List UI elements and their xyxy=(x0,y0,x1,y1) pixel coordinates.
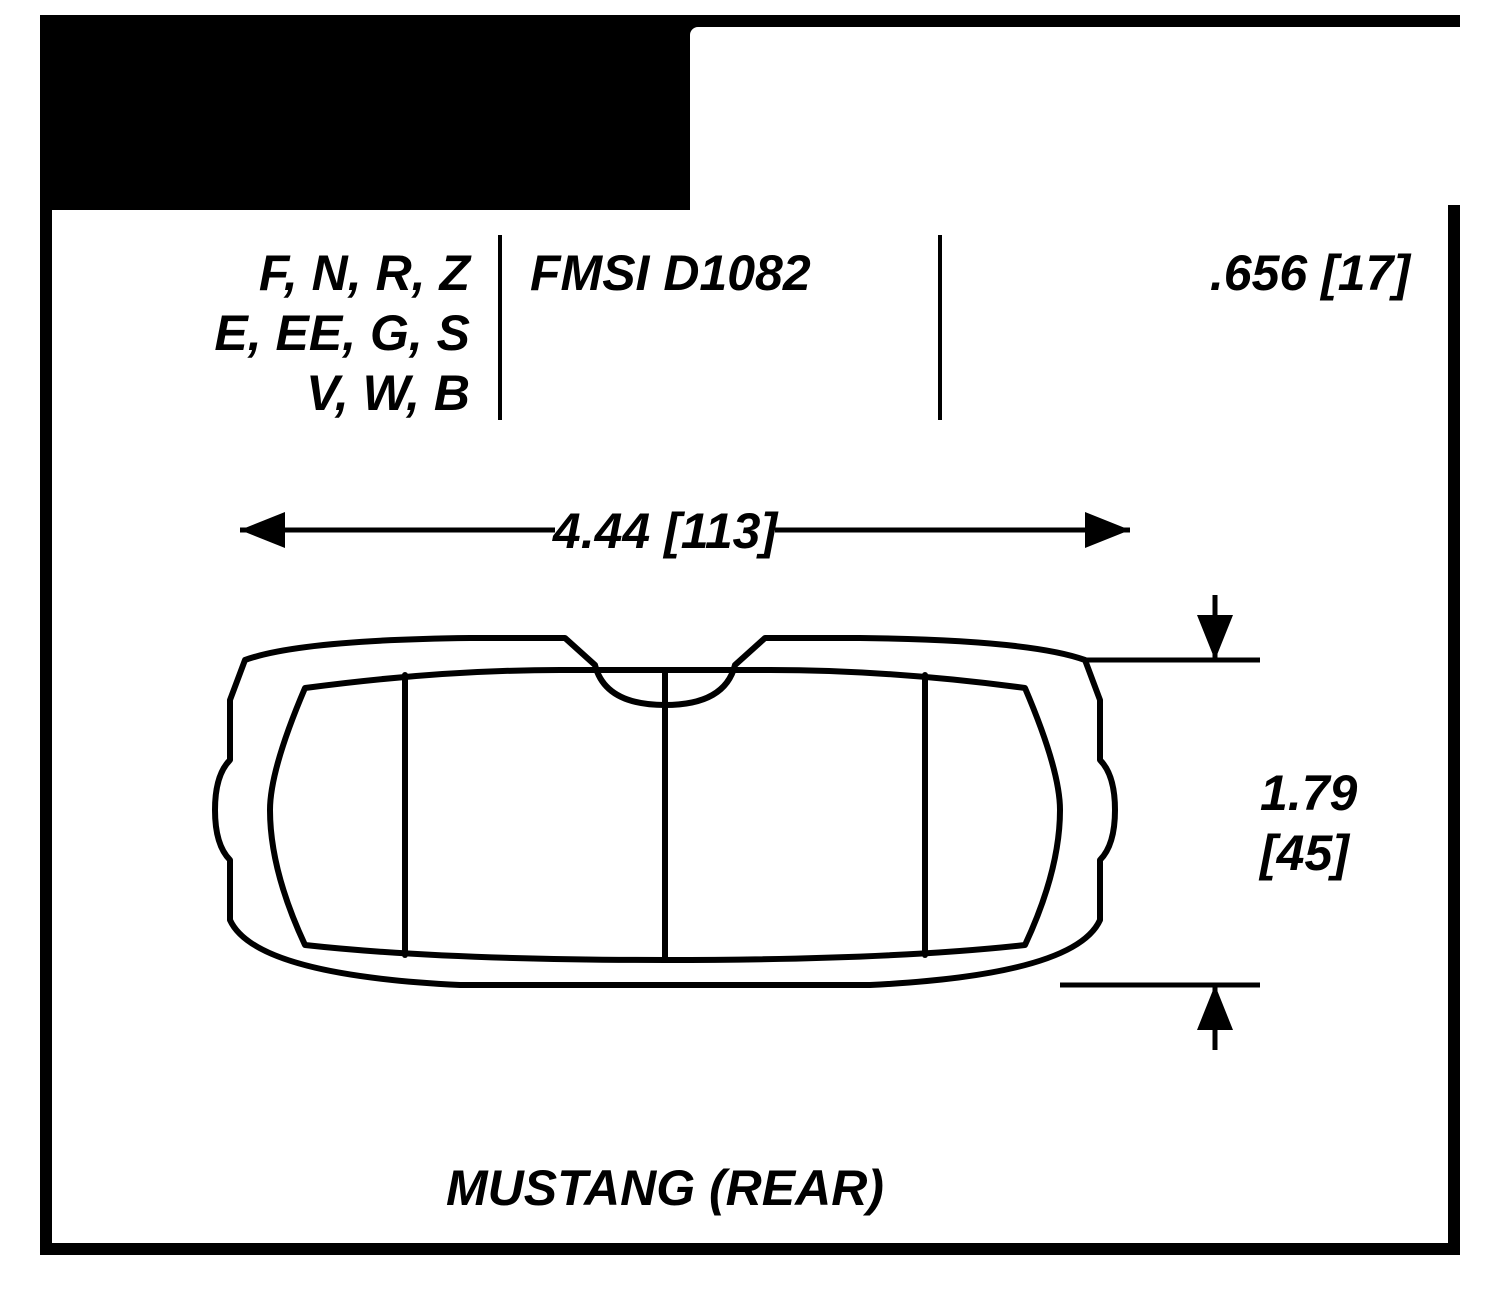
frame-left xyxy=(40,205,52,1255)
height-dimension: 1.79 [45] xyxy=(1197,595,1358,1050)
thickness-label: .656 [17] xyxy=(1210,245,1412,301)
header-notch xyxy=(690,27,1470,222)
fmsi-label: FMSI D1082 xyxy=(530,245,811,301)
height-dimension-bottom: [45] xyxy=(1258,825,1351,881)
compounds-line-3: V, W, B xyxy=(306,365,470,421)
frame-right xyxy=(1448,205,1460,1255)
width-dimension: 4.44 [113] xyxy=(240,495,1130,565)
height-dimension-top: 1.79 xyxy=(1260,765,1358,821)
width-dimension-label: 4.44 [113] xyxy=(552,503,780,559)
compounds-line-2: E, EE, G, S xyxy=(214,305,470,361)
spec-diagram: HB485 F, N, R, Z E, EE, G, S V, W, B FMS… xyxy=(0,0,1500,1296)
part-number: HB485 xyxy=(90,35,574,214)
frame-bottom xyxy=(40,1243,1460,1255)
footer-label: MUSTANG (REAR) xyxy=(446,1160,884,1216)
brake-pad-outline xyxy=(215,638,1115,985)
compounds-line-1: F, N, R, Z xyxy=(259,245,473,301)
